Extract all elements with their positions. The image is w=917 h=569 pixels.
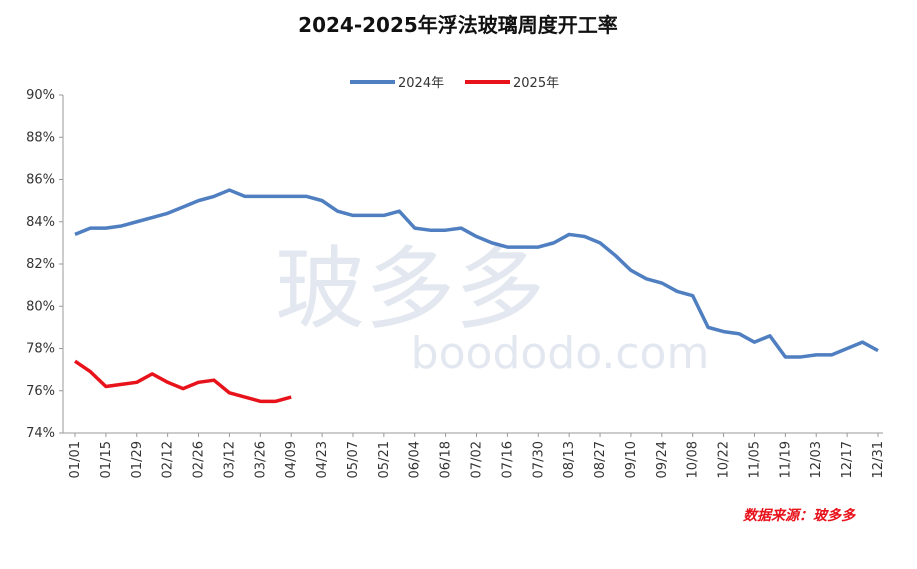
series-line bbox=[74, 188, 879, 359]
y-tick-label: 80% bbox=[26, 299, 55, 314]
watermark: 玻多多 bbox=[275, 237, 545, 342]
y-tick-label: 88% bbox=[26, 130, 55, 145]
chart-title: 2024-2025年浮法玻璃周度开工率 bbox=[298, 13, 618, 37]
x-tick-label: 06/18 bbox=[439, 441, 454, 478]
x-tick-label: 12/17 bbox=[840, 441, 855, 478]
x-tick-label: 03/26 bbox=[253, 441, 268, 478]
x-tick-label: 06/04 bbox=[408, 441, 423, 478]
x-tick-label: 10/08 bbox=[686, 441, 701, 478]
x-tick-label: 03/12 bbox=[222, 441, 237, 478]
x-tick-label: 07/16 bbox=[500, 441, 515, 478]
y-tick-label: 86% bbox=[26, 173, 55, 188]
x-tick-label: 12/03 bbox=[809, 441, 824, 478]
x-tick-label: 01/01 bbox=[68, 441, 83, 478]
x-tick-label: 10/22 bbox=[717, 441, 732, 478]
y-tick-label: 84% bbox=[26, 215, 55, 230]
x-tick-label: 04/09 bbox=[284, 441, 299, 478]
x-tick-label: 01/29 bbox=[130, 441, 145, 478]
x-tick-label: 04/23 bbox=[315, 441, 330, 478]
x-tick-label: 01/15 bbox=[99, 441, 114, 478]
watermark: boododo.com bbox=[411, 328, 710, 379]
x-tick-label: 08/27 bbox=[593, 441, 608, 478]
x-tick-label: 05/07 bbox=[346, 441, 361, 478]
legend-label: 2024年 bbox=[398, 76, 444, 91]
x-tick-label: 08/13 bbox=[562, 441, 577, 478]
x-tick-label: 07/02 bbox=[470, 441, 485, 478]
x-tick-label: 11/19 bbox=[778, 441, 793, 478]
source-note: 数据来源：玻多多 bbox=[743, 507, 856, 524]
x-tick-label: 02/26 bbox=[192, 441, 207, 478]
y-tick-label: 90% bbox=[26, 88, 55, 103]
y-tick-label: 74% bbox=[26, 426, 55, 441]
y-tick-label: 76% bbox=[26, 384, 55, 399]
x-tick-label: 12/31 bbox=[871, 441, 886, 478]
y-tick-label: 78% bbox=[26, 342, 55, 357]
x-tick-label: 11/05 bbox=[747, 441, 762, 478]
x-tick-label: 09/10 bbox=[624, 441, 639, 478]
y-tick-label: 82% bbox=[26, 257, 55, 272]
x-tick-label: 02/12 bbox=[161, 441, 176, 478]
x-tick-label: 09/24 bbox=[655, 441, 670, 478]
series-line bbox=[74, 359, 292, 404]
legend-label: 2025年 bbox=[513, 76, 559, 91]
x-tick-label: 07/30 bbox=[531, 441, 546, 478]
x-tick-label: 05/21 bbox=[377, 441, 392, 478]
